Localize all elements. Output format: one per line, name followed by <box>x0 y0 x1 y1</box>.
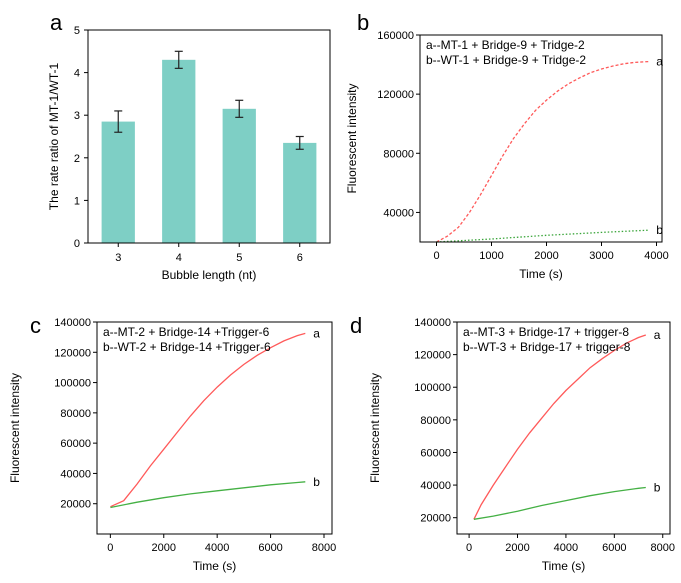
y-tick-label: 140000 <box>414 317 451 329</box>
x-tick-label: 0 <box>466 542 472 554</box>
series-a-label: a <box>313 326 320 340</box>
series-b-line <box>436 229 649 243</box>
y-tick-label: 2 <box>74 153 80 165</box>
y-tick-label: 40000 <box>60 468 91 480</box>
panel-b: b 0 1000 2000 3000 4000 40000 80000 120000 160000… <box>345 10 669 281</box>
y-tick-label: 60000 <box>60 438 91 450</box>
x-tick-label: 1000 <box>479 250 503 262</box>
panel-c-axes-frame <box>96 321 333 535</box>
x-axis-label: Time (s) <box>519 267 563 281</box>
legend-entry: b--WT-2 + Bridge-14 +Trigger-6 <box>103 340 271 354</box>
y-tick-label: 80000 <box>420 415 451 427</box>
panel-c-letter: c <box>30 313 41 338</box>
x-tick-label: 0 <box>433 250 439 262</box>
panel-a-letter: a <box>50 10 63 35</box>
x-tick-label: 3000 <box>589 250 613 262</box>
series-a-line <box>473 334 647 520</box>
x-tick-label: 2000 <box>152 542 176 554</box>
series-a-line <box>110 332 306 508</box>
series-a-line <box>436 60 649 243</box>
x-tick-label: 8000 <box>312 542 336 554</box>
x-tick-label: 3 <box>115 252 121 264</box>
y-tick-label: 20000 <box>420 513 451 525</box>
legend-entry: b--WT-1 + Bridge-9 + Tridge-2 <box>426 53 586 67</box>
panel-c: c 0 2000 4000 6000 8000 20000 40000 60000 80000 10… <box>8 313 336 573</box>
y-axis-label: Fluorescent intensity <box>368 373 382 483</box>
y-tick-label: 80000 <box>383 148 414 160</box>
y-axis-label: Fluorescent intensity <box>345 83 359 193</box>
panel-d-letter: d <box>350 313 362 338</box>
y-axis-label: The rate ratio of MT-1/WT-1 <box>47 62 61 210</box>
x-tick-label: 4000 <box>205 542 229 554</box>
x-axis-label: Time (s) <box>193 559 237 573</box>
bar <box>101 121 135 243</box>
bar <box>283 142 317 243</box>
y-tick-label: 120000 <box>54 347 91 359</box>
y-tick-label: 160000 <box>377 30 414 42</box>
legend-entry: a--MT-2 + Bridge-14 +Trigger-6 <box>103 325 270 339</box>
x-axis-label: Time (s) <box>542 559 586 573</box>
panel-a-axes-frame <box>87 29 331 244</box>
series-b-label: b <box>654 481 661 495</box>
legend-entry: b--WT-3 + Bridge-17 + trigger-8 <box>463 340 631 354</box>
x-axis-label: Bubble length (nt) <box>162 268 257 282</box>
y-tick-label: 3 <box>74 110 80 122</box>
y-tick-label: 20000 <box>60 499 91 511</box>
y-tick-label: 80000 <box>60 408 91 420</box>
series-a-label: a <box>656 55 663 69</box>
panel-b-letter: b <box>357 10 369 35</box>
x-tick-label: 4000 <box>644 250 668 262</box>
y-tick-label: 1 <box>74 195 80 207</box>
panel-d-axes-frame <box>456 321 671 535</box>
x-tick-label: 6 <box>297 252 303 264</box>
panel-a: a 3 4 5 6 0 1 2 3 4 5 Bubble length (nt) The rate ra… <box>47 10 331 282</box>
panel-d: d 0 2000 4000 6000 8000 20000 40000 60000 80000 10… <box>350 313 675 573</box>
x-tick-label: 2000 <box>534 250 558 262</box>
y-tick-label: 100000 <box>54 378 91 390</box>
y-tick-label: 4 <box>74 68 80 80</box>
bar <box>162 59 196 243</box>
panel-b-axes-frame <box>419 34 663 243</box>
x-tick-label: 8000 <box>650 542 674 554</box>
series-b-line <box>473 486 646 520</box>
x-tick-label: 6000 <box>258 542 282 554</box>
x-tick-label: 4000 <box>554 542 578 554</box>
x-tick-label: 5 <box>236 252 242 264</box>
y-tick-label: 120000 <box>414 350 451 362</box>
x-tick-label: 2000 <box>505 542 529 554</box>
series-b-label: b <box>656 223 663 237</box>
x-tick-label: 4 <box>176 252 182 264</box>
y-axis-label: Fluorescent intensity <box>8 373 22 483</box>
legend-entry: a--MT-3 + Bridge-17 + trigger-8 <box>463 325 629 339</box>
y-tick-label: 60000 <box>420 447 451 459</box>
x-tick-label: 0 <box>107 542 113 554</box>
x-tick-label: 6000 <box>602 542 626 554</box>
y-tick-label: 140000 <box>54 317 91 329</box>
y-tick-label: 5 <box>74 25 80 37</box>
y-tick-label: 40000 <box>420 480 451 492</box>
series-b-line <box>110 481 306 509</box>
legend-entry: a--MT-1 + Bridge-9 + Tridge-2 <box>426 38 585 52</box>
y-tick-label: 40000 <box>383 207 414 219</box>
y-tick-label: 0 <box>74 238 80 250</box>
bar <box>222 108 256 243</box>
series-b-label: b <box>313 475 320 489</box>
y-tick-label: 100000 <box>414 382 451 394</box>
y-tick-label: 120000 <box>377 89 414 101</box>
series-a-label: a <box>654 328 661 342</box>
